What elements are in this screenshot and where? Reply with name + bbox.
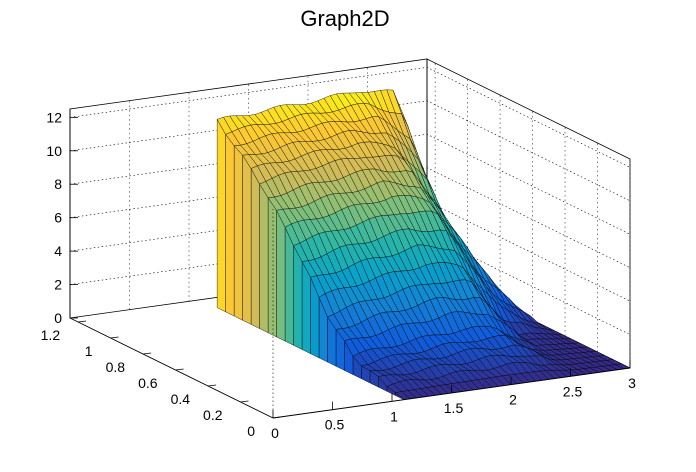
z-tick-label: 6 (54, 210, 62, 226)
x-tick-label: 2 (509, 392, 517, 408)
z-tick-label: 0 (54, 310, 62, 326)
x-tick-label: 2.5 (563, 383, 583, 399)
surface-skirt-cell (225, 133, 235, 317)
y-tick (240, 400, 249, 403)
z-tick-label: 4 (54, 243, 62, 259)
surface-plot (216, 89, 631, 400)
surface-skirt-cell (276, 210, 286, 342)
y-tick-label: 1.2 (41, 327, 61, 343)
surface-skirt-cell (267, 197, 277, 338)
y-tick (272, 416, 282, 419)
z-tick-label: 2 (54, 277, 62, 293)
z-tick-label: 8 (54, 176, 62, 192)
z-gridline (69, 133, 631, 235)
surface-skirt-cell (301, 261, 311, 354)
z-gridline (69, 67, 631, 168)
x-tick-label: 3 (628, 375, 636, 391)
y-tick (175, 368, 184, 371)
y-axis-line (69, 317, 274, 419)
surface-skirt-cell (250, 168, 260, 329)
y-tick-label: 0.8 (106, 359, 126, 375)
surface-skirt-cell (216, 118, 226, 313)
x-tick-label: 1.5 (444, 400, 464, 416)
y-tick (143, 352, 152, 355)
y-tick-label: 0.2 (203, 407, 223, 423)
chart-title: Graph2D (300, 6, 389, 31)
axes-frame (69, 109, 631, 419)
x-tick-label: 1 (390, 408, 398, 424)
surface-skirt-cell (293, 245, 303, 350)
surface-skirt-cell (259, 183, 269, 334)
y-tick-label: 0 (247, 423, 255, 439)
y-tick-label: 1 (85, 343, 93, 359)
x-tick-label: 0.5 (325, 417, 345, 433)
surface-skirt-cell (284, 227, 294, 346)
surface-skirt-cell (233, 145, 243, 321)
y-tick-label: 0.6 (138, 375, 158, 391)
z-tick-label: 10 (46, 143, 62, 159)
surface-skirt-cell (242, 154, 252, 325)
x-tick-label: 0 (271, 425, 279, 441)
y-tick (78, 320, 87, 323)
y-tick (110, 336, 119, 339)
y-tick-label: 0.4 (171, 391, 191, 407)
z-tick-label: 12 (46, 109, 62, 125)
y-tick (207, 384, 217, 387)
